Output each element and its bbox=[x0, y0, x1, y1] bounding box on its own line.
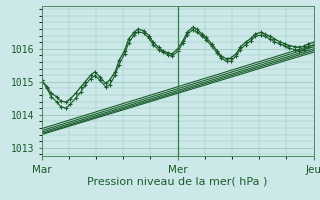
X-axis label: Pression niveau de la mer( hPa ): Pression niveau de la mer( hPa ) bbox=[87, 176, 268, 186]
